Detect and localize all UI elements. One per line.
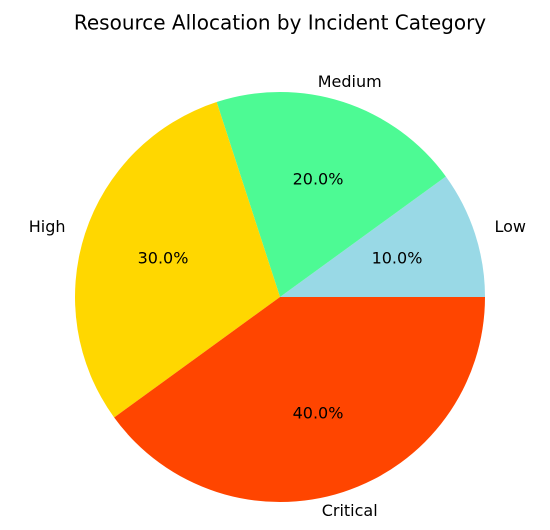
pie-slice	[216, 92, 446, 297]
value-label: 30.0%	[138, 248, 189, 267]
pie-slice	[280, 176, 485, 297]
slice-label: Low	[494, 217, 526, 236]
slice-label: Critical	[322, 501, 378, 520]
slice-label: Medium	[318, 72, 382, 91]
slice-label: High	[29, 217, 66, 236]
pie-slice	[114, 297, 485, 502]
pie-slice	[74, 102, 281, 418]
chart-title: Resource Allocation by Incident Category	[74, 11, 486, 35]
value-label: 10.0%	[372, 248, 423, 267]
value-label: 40.0%	[293, 403, 344, 422]
value-label: 20.0%	[293, 170, 344, 189]
